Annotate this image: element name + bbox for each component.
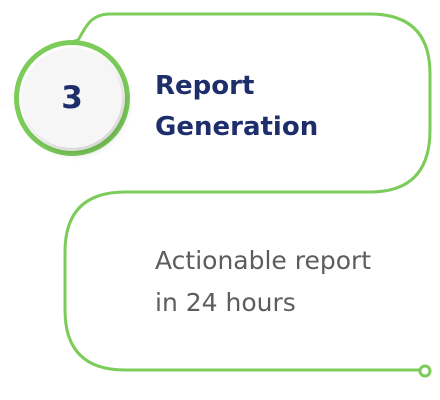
step-connector-path	[63, 12, 432, 372]
step-description-line-2: in 24 hours	[155, 288, 296, 317]
step-number-badge-inner: 3	[22, 48, 122, 148]
step-number-badge: 3	[14, 40, 130, 156]
connector-end-dot	[418, 364, 432, 378]
step-title-line-2: Generation	[155, 112, 319, 142]
step-description-line-1: Actionable report	[155, 246, 372, 275]
step-description: Actionable report in 24 hours	[155, 240, 427, 324]
step-title: Report Generation	[155, 66, 395, 148]
step-title-line-1: Report	[155, 71, 255, 101]
step-number: 3	[61, 80, 83, 116]
